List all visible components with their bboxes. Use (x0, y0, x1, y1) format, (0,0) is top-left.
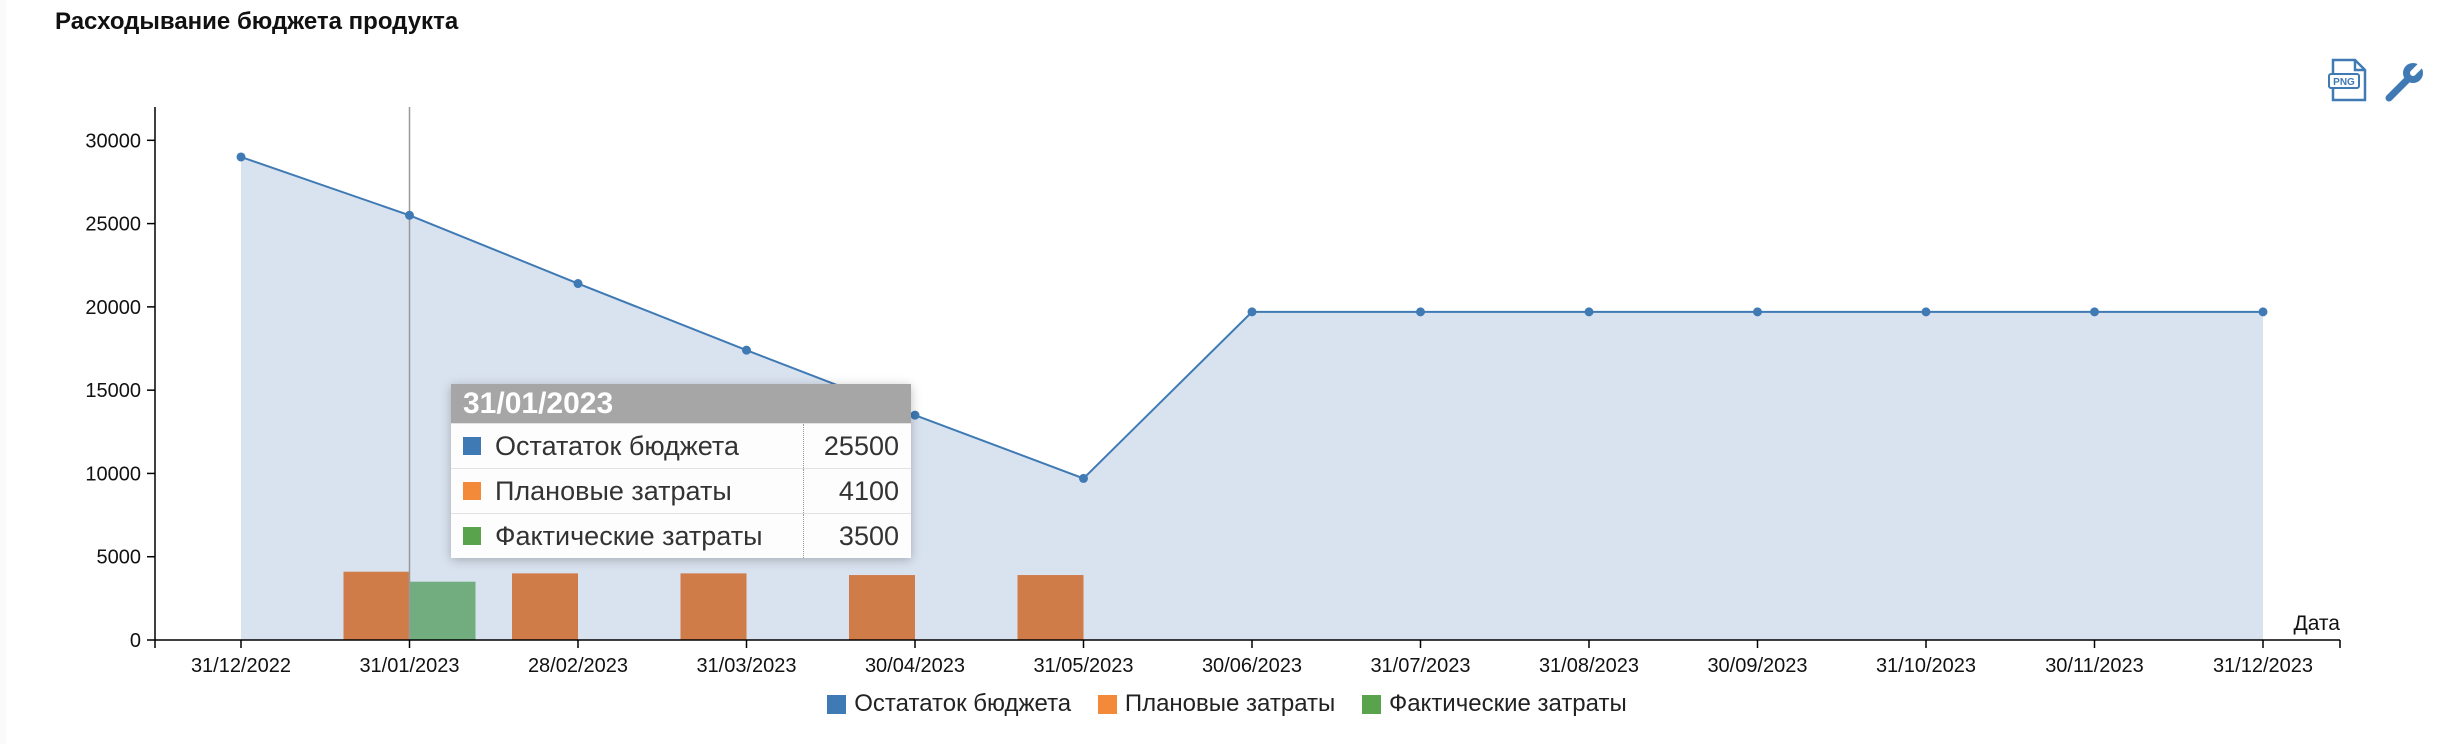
x-axis-label: Дата (2293, 612, 2340, 635)
y-tick-label: 0 (130, 630, 141, 652)
x-tick-label: 30/06/2023 (1202, 655, 1302, 677)
remaining-point (573, 279, 583, 289)
tooltip-row-label: Остататок бюджета (495, 431, 740, 461)
remaining-point (1079, 473, 1088, 483)
tooltip-row-value: 4100 (838, 476, 899, 506)
legend-item-planned[interactable]: Плановые затраты (1097, 690, 1336, 718)
y-tick-label: 30000 (85, 130, 141, 152)
legend-label: Остататок бюджета (854, 690, 1072, 717)
tooltip-row-label: Плановые затраты (495, 476, 732, 506)
x-tick-label: 31/07/2023 (1370, 655, 1470, 677)
x-tick-label: 31/05/2023 (1033, 655, 1133, 677)
actual-bar (409, 581, 476, 640)
remaining-point (236, 152, 246, 162)
legend-swatch (1097, 694, 1117, 714)
x-tick-label: 31/12/2023 (2213, 655, 2313, 677)
remaining-point (1921, 307, 1931, 317)
tooltip-row-value: 3500 (838, 521, 899, 551)
remaining-point (2090, 307, 2099, 317)
legend-label: Плановые затраты (1124, 690, 1336, 717)
legend-swatch (827, 694, 847, 714)
remaining-point (405, 210, 414, 220)
planned-bar (680, 573, 747, 640)
remaining-point (1416, 307, 1425, 317)
tooltip-row-value: 25500 (823, 431, 899, 461)
tooltip-date: 31/01/2023 (451, 384, 911, 423)
legend-item-actual[interactable]: Фактические затраты (1361, 690, 1627, 718)
legend-label: Фактические затраты (1388, 690, 1627, 717)
wrench-icon (2385, 60, 2426, 102)
x-tick-label: 31/01/2023 (359, 655, 459, 677)
remaining-point (910, 410, 920, 420)
png-export-button[interactable]: PNG (2327, 56, 2371, 106)
y-tick-label: 10000 (85, 463, 141, 485)
legend-swatch (1361, 694, 1381, 714)
planned-bar (1017, 575, 1084, 640)
tooltip: 31/01/2023 Остататок бюджета 25500 Плано… (451, 384, 911, 558)
x-tick-label: 31/10/2023 (1876, 655, 1976, 677)
settings-button[interactable] (2383, 56, 2427, 106)
x-tick-label: 31/03/2023 (696, 655, 796, 677)
svg-text:PNG: PNG (2333, 77, 2355, 88)
tooltip-row-planned: Плановые затраты 4100 (451, 468, 911, 513)
planned-bar (512, 573, 578, 640)
chart-title: Расходывание бюджета продукта (55, 8, 459, 35)
actual-swatch (463, 527, 481, 545)
x-tick-label: 30/09/2023 (1707, 655, 1807, 677)
x-tick-label: 30/04/2023 (865, 655, 965, 677)
x-tick-label: 31/08/2023 (1539, 655, 1639, 677)
legend: Остататок бюджета Плановые затраты Факти… (0, 690, 2454, 721)
planned-swatch (463, 482, 481, 500)
x-tick-label: 31/12/2022 (191, 655, 291, 677)
png-export-icon: PNG (2328, 58, 2367, 102)
x-tick-label: 30/11/2023 (2045, 655, 2144, 677)
remaining-point (2258, 307, 2268, 317)
y-tick-label: 25000 (85, 214, 141, 236)
y-tick-label: 15000 (85, 380, 141, 402)
remaining-point (742, 345, 751, 355)
tooltip-row-actual: Фактические затраты 3500 (451, 513, 911, 558)
planned-bar (849, 575, 915, 640)
x-tick-label: 28/02/2023 (528, 655, 628, 677)
y-tick-label: 20000 (85, 297, 141, 319)
remaining-point (1584, 307, 1594, 317)
y-tick-label: 5000 (97, 547, 142, 569)
remaining-point (1247, 307, 1257, 317)
planned-bar (343, 571, 410, 640)
legend-item-remaining[interactable]: Остататок бюджета (827, 690, 1071, 718)
remaining-point (1753, 307, 1762, 317)
remaining-swatch (463, 437, 481, 455)
tooltip-row-remaining: Остататок бюджета 25500 (451, 423, 911, 468)
tooltip-row-label: Фактические затраты (495, 521, 763, 551)
